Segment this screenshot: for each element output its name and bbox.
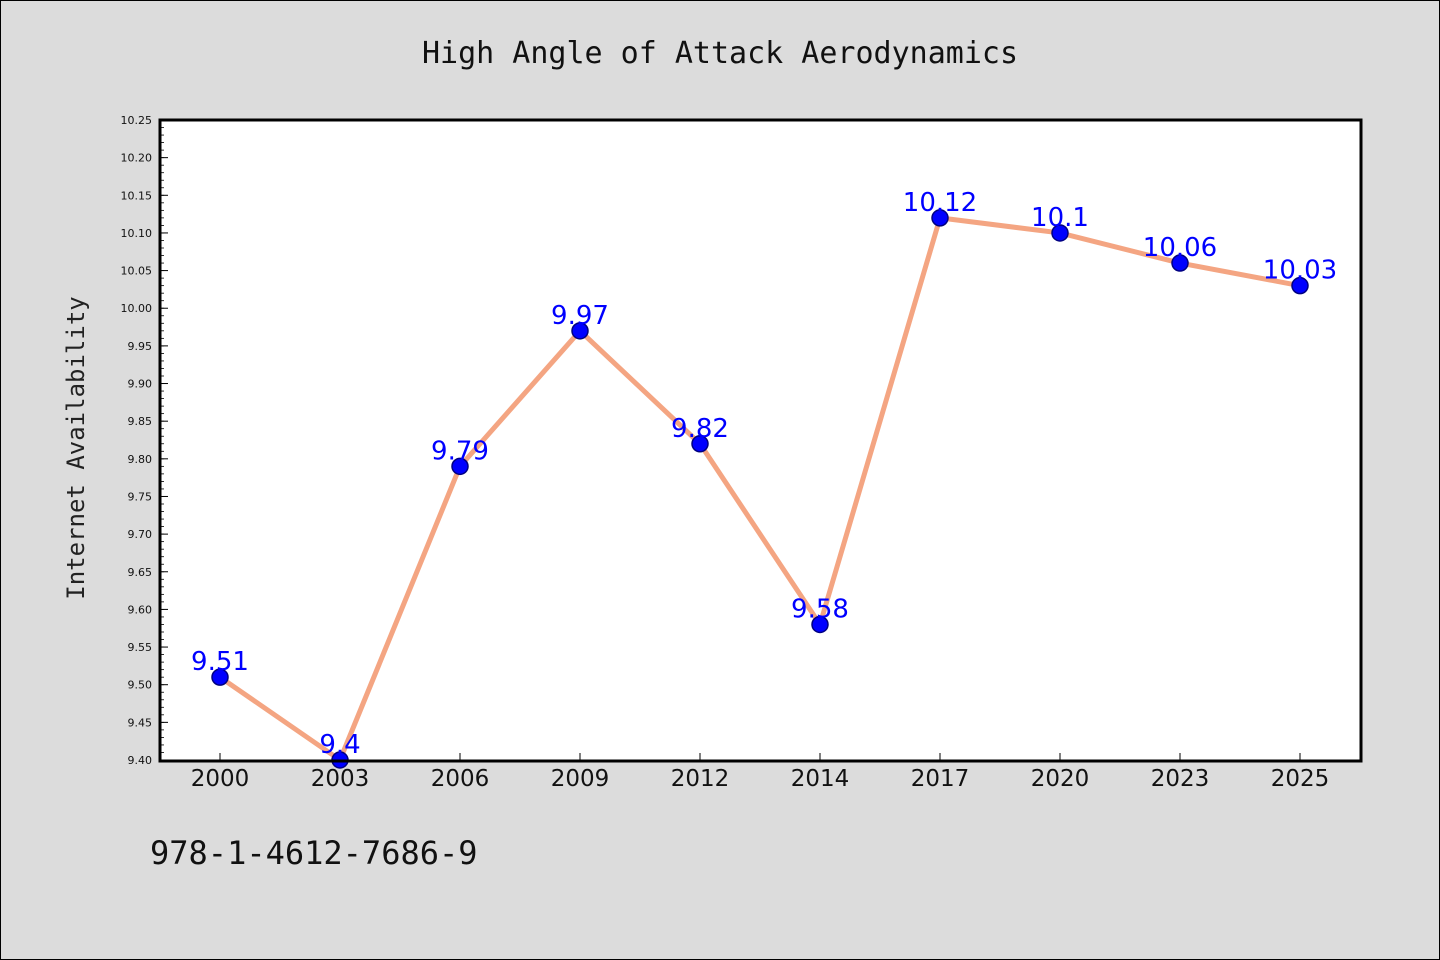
data-point [811, 615, 829, 634]
data-label: 10.06 [1143, 233, 1217, 263]
y-tick-label: 9.70 [128, 528, 153, 541]
y-tick-label: 9.80 [128, 453, 153, 466]
x-tick-label: 2009 [551, 766, 610, 792]
x-tick-label: 2023 [1151, 766, 1210, 792]
series-line [217, 215, 1303, 763]
data-label: 9.51 [191, 647, 249, 677]
y-tick-label: 9.90 [128, 378, 153, 391]
data-label: 9.82 [671, 414, 729, 444]
x-tick-label: 2000 [191, 766, 250, 792]
isbn-text: 978-1-4612-7686-9 [150, 834, 478, 872]
x-tick-label: 2025 [1271, 766, 1330, 792]
y-tick-label: 10.15 [121, 189, 153, 202]
data-point [571, 322, 589, 340]
y-tick-label: 9.75 [128, 490, 153, 503]
y-tick-label: 10.20 [121, 152, 153, 165]
data-label: 10.12 [903, 188, 977, 218]
x-tick-label: 2017 [911, 766, 970, 792]
data-labels: 9.51 9.4 9.79 9.97 9.82 9.58 10.12 10.1 10.06 10.… [191, 188, 1337, 760]
y-tick-label: 10.00 [121, 302, 153, 315]
y-tick-label: 9.45 [128, 716, 153, 729]
data-label: 9.79 [431, 436, 489, 466]
data-point [451, 457, 469, 476]
y-tick-label: 9.85 [128, 415, 153, 428]
x-tick-label: 2012 [671, 766, 730, 792]
data-label: 10.1 [1031, 203, 1089, 233]
data-label: 9.4 [319, 730, 360, 760]
data-point [1051, 224, 1069, 242]
x-tick-label: 2003 [311, 766, 370, 792]
data-point [691, 435, 709, 453]
x-tick-label: 2014 [791, 766, 850, 792]
data-label: 9.58 [791, 594, 849, 624]
y-tick-label: 9.95 [128, 340, 153, 353]
y-tick-label: 9.50 [128, 679, 153, 692]
y-tick-label: 9.55 [128, 641, 153, 654]
x-ticks: 2000 2003 2006 2009 2012 2014 2017 2020 2023 2025 [191, 753, 1330, 792]
chart-title: High Angle of Attack Aerodynamics [422, 36, 1018, 71]
y-tick-label: 10.10 [121, 227, 153, 240]
x-tick-label: 2020 [1031, 766, 1090, 792]
plot-border [158, 118, 1363, 763]
y-tick-label: 10.05 [121, 265, 153, 278]
series-markers [211, 209, 1309, 769]
data-point [211, 668, 229, 686]
y-tick-label: 9.60 [128, 603, 153, 616]
data-point [1171, 254, 1189, 272]
data-label: 9.97 [551, 301, 609, 331]
y-axis-label: Internet Availability [62, 296, 90, 599]
y-ticks: 9.40 9.45 9.50 9.55 9.60 9.65 9.70 9.75 9.80 9.85… [121, 114, 168, 767]
data-label: 10.03 [1263, 256, 1337, 286]
plot-area [160, 120, 1361, 761]
x-tick-label: 2006 [431, 766, 490, 792]
y-tick-label: 10.25 [121, 114, 153, 127]
data-point [1291, 276, 1309, 295]
y-tick-label: 9.40 [128, 754, 153, 767]
data-point [931, 209, 949, 227]
y-tick-label: 9.65 [128, 566, 153, 579]
